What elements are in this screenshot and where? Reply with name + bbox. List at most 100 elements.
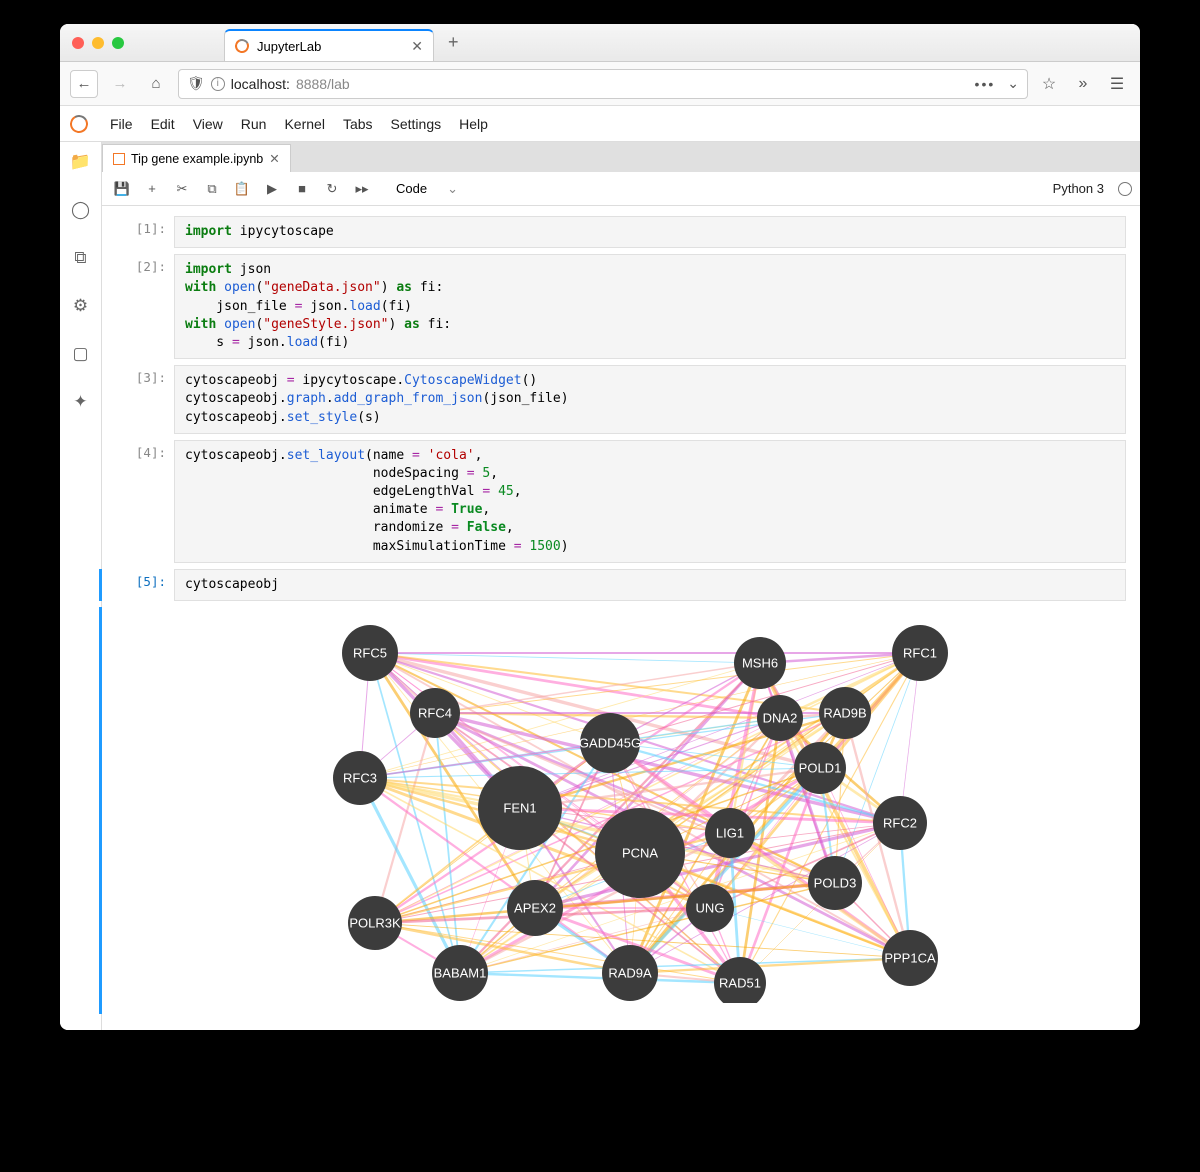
tab-strip: Tip gene example.ipynb ✕	[102, 142, 1140, 172]
hamburger-menu-icon[interactable]: ☰	[1104, 71, 1130, 97]
graph-node-dna2[interactable]: DNA2	[757, 695, 803, 741]
info-icon[interactable]: i	[211, 77, 225, 91]
notebook-tab-name: Tip gene example.ipynb	[131, 152, 263, 166]
extensions-icon[interactable]: ✦	[73, 392, 87, 412]
menu-file[interactable]: File	[110, 116, 133, 132]
home-button[interactable]: ⌂	[142, 70, 170, 98]
code-input[interactable]: import ipycytoscape	[174, 216, 1126, 248]
svg-text:RAD9B: RAD9B	[823, 706, 866, 721]
pocket-icon[interactable]: ⌄	[1007, 75, 1019, 92]
graph-node-pcna[interactable]: PCNA	[595, 808, 685, 898]
notebook-toolbar: 💾 + ✂ ⧉ 📋 ▶ ■ ↻ ▸▸ Code ⌄ Python 3	[102, 172, 1140, 206]
menu-settings[interactable]: Settings	[391, 116, 442, 132]
graph-node-pold3[interactable]: POLD3	[808, 856, 862, 910]
code-cell[interactable]: [1]:import ipycytoscape	[102, 216, 1126, 248]
close-notebook-icon[interactable]: ✕	[269, 151, 279, 166]
cut-button[interactable]: ✂	[170, 177, 194, 201]
code-cell[interactable]: [4]:cytoscapeobj.set_layout(name = 'cola…	[102, 440, 1126, 563]
svg-text:PCNA: PCNA	[622, 846, 658, 861]
code-input[interactable]: cytoscapeobj	[174, 569, 1126, 601]
graph-output[interactable]: RFC5MSH6RFC1RFC4DNA2RAD9BGADD45GRFC3POLD…	[174, 607, 1126, 1014]
menu-help[interactable]: Help	[459, 116, 488, 132]
code-cell[interactable]: [5]:cytoscapeobj	[99, 569, 1126, 601]
cell-prompt: [2]:	[102, 254, 174, 359]
graph-node-rfc2[interactable]: RFC2	[873, 796, 927, 850]
menu-edit[interactable]: Edit	[151, 116, 175, 132]
cell-prompt: [4]:	[102, 440, 174, 563]
chevron-down-icon: ⌄	[447, 181, 458, 197]
graph-node-fen1[interactable]: FEN1	[478, 766, 562, 850]
maximize-window-button[interactable]	[112, 37, 124, 49]
graph-node-rfc1[interactable]: RFC1	[892, 625, 948, 681]
stop-button[interactable]: ■	[290, 177, 314, 201]
svg-text:UNG: UNG	[696, 901, 725, 916]
code-cell[interactable]: [2]:import json with open("geneData.json…	[102, 254, 1126, 359]
folder-icon[interactable]: 📁	[70, 152, 91, 172]
menu-kernel[interactable]: Kernel	[284, 116, 324, 132]
graph-node-rfc3[interactable]: RFC3	[333, 751, 387, 805]
graph-node-polr3k[interactable]: POLR3K	[348, 896, 402, 950]
svg-text:RFC5: RFC5	[353, 646, 387, 661]
page-actions-icon[interactable]: •••	[975, 76, 996, 92]
output-cell: RFC5MSH6RFC1RFC4DNA2RAD9BGADD45GRFC3POLD…	[99, 607, 1126, 1014]
running-icon[interactable]: ◯	[71, 200, 90, 220]
graph-node-babam1[interactable]: BABAM1	[432, 945, 488, 1001]
new-tab-button[interactable]: +	[442, 30, 465, 55]
left-sidebar: 📁 ◯ ⧉ ⚙ ▢ ✦	[60, 142, 102, 1030]
fast-forward-button[interactable]: ▸▸	[350, 177, 374, 201]
svg-text:DNA2: DNA2	[763, 711, 798, 726]
kernel-status-icon[interactable]	[1118, 182, 1132, 196]
notebook-tab[interactable]: Tip gene example.ipynb ✕	[102, 144, 291, 172]
svg-text:LIG1: LIG1	[716, 826, 744, 841]
code-cell[interactable]: [3]:cytoscapeobj = ipycytoscape.Cytoscap…	[102, 365, 1126, 434]
code-input[interactable]: cytoscapeobj.set_layout(name = 'cola', n…	[174, 440, 1126, 563]
back-button[interactable]: ←	[70, 70, 98, 98]
copy-button[interactable]: ⧉	[200, 177, 224, 201]
graph-node-rad9a[interactable]: RAD9A	[602, 945, 658, 1001]
graph-node-msh6[interactable]: MSH6	[734, 637, 786, 689]
graph-node-pold1[interactable]: POLD1	[794, 742, 846, 794]
svg-text:RAD51: RAD51	[719, 976, 761, 991]
close-window-button[interactable]	[72, 37, 84, 49]
settings-icon[interactable]: ⚙	[73, 296, 88, 316]
graph-node-ppp1ca[interactable]: PPP1CA	[882, 930, 938, 986]
url-host: localhost:	[231, 76, 290, 92]
cell-prompt: [5]:	[102, 569, 174, 601]
minimize-window-button[interactable]	[92, 37, 104, 49]
shield-icon: 🛡	[187, 75, 205, 92]
menu-tabs[interactable]: Tabs	[343, 116, 373, 132]
url-input[interactable]: 🛡 i localhost:8888/lab ••• ⌄	[178, 69, 1028, 99]
cell-prompt: [1]:	[102, 216, 174, 248]
close-tab-icon[interactable]: ✕	[411, 38, 423, 55]
restart-button[interactable]: ↻	[320, 177, 344, 201]
svg-text:APEX2: APEX2	[514, 901, 556, 916]
graph-node-lig1[interactable]: LIG1	[705, 808, 755, 858]
graph-node-ung[interactable]: UNG	[686, 884, 734, 932]
bookmark-icon[interactable]: ☆	[1036, 71, 1062, 97]
graph-node-rfc4[interactable]: RFC4	[410, 688, 460, 738]
paste-button[interactable]: 📋	[230, 177, 254, 201]
browser-tab[interactable]: JupyterLab ✕	[224, 29, 434, 61]
commands-icon[interactable]: ⧉	[74, 248, 86, 268]
menu-run[interactable]: Run	[241, 116, 267, 132]
run-button[interactable]: ▶	[260, 177, 284, 201]
code-input[interactable]: cytoscapeobj = ipycytoscape.CytoscapeWid…	[174, 365, 1126, 434]
celltype-select[interactable]: Code ⌄	[390, 181, 464, 197]
titlebar: JupyterLab ✕ +	[60, 24, 1140, 62]
code-input[interactable]: import json with open("geneData.json") a…	[174, 254, 1126, 359]
graph-node-apex2[interactable]: APEX2	[507, 880, 563, 936]
add-cell-button[interactable]: +	[140, 177, 164, 201]
jupyter-logo-icon	[68, 112, 90, 134]
graph-node-rfc5[interactable]: RFC5	[342, 625, 398, 681]
tabs-icon[interactable]: ▢	[72, 344, 88, 364]
cytoscape-graph[interactable]: RFC5MSH6RFC1RFC4DNA2RAD9BGADD45GRFC3POLD…	[178, 613, 1122, 1003]
save-button[interactable]: 💾	[110, 177, 134, 201]
graph-node-rad9b[interactable]: RAD9B	[819, 687, 871, 739]
kernel-name[interactable]: Python 3	[1053, 181, 1104, 196]
forward-button[interactable]: →	[106, 70, 134, 98]
overflow-icon[interactable]: »	[1070, 71, 1096, 97]
cell-prompt: [3]:	[102, 365, 174, 434]
svg-text:RFC4: RFC4	[418, 706, 452, 721]
address-bar: ← → ⌂ 🛡 i localhost:8888/lab ••• ⌄ ☆ » ☰	[60, 62, 1140, 106]
menu-view[interactable]: View	[193, 116, 223, 132]
